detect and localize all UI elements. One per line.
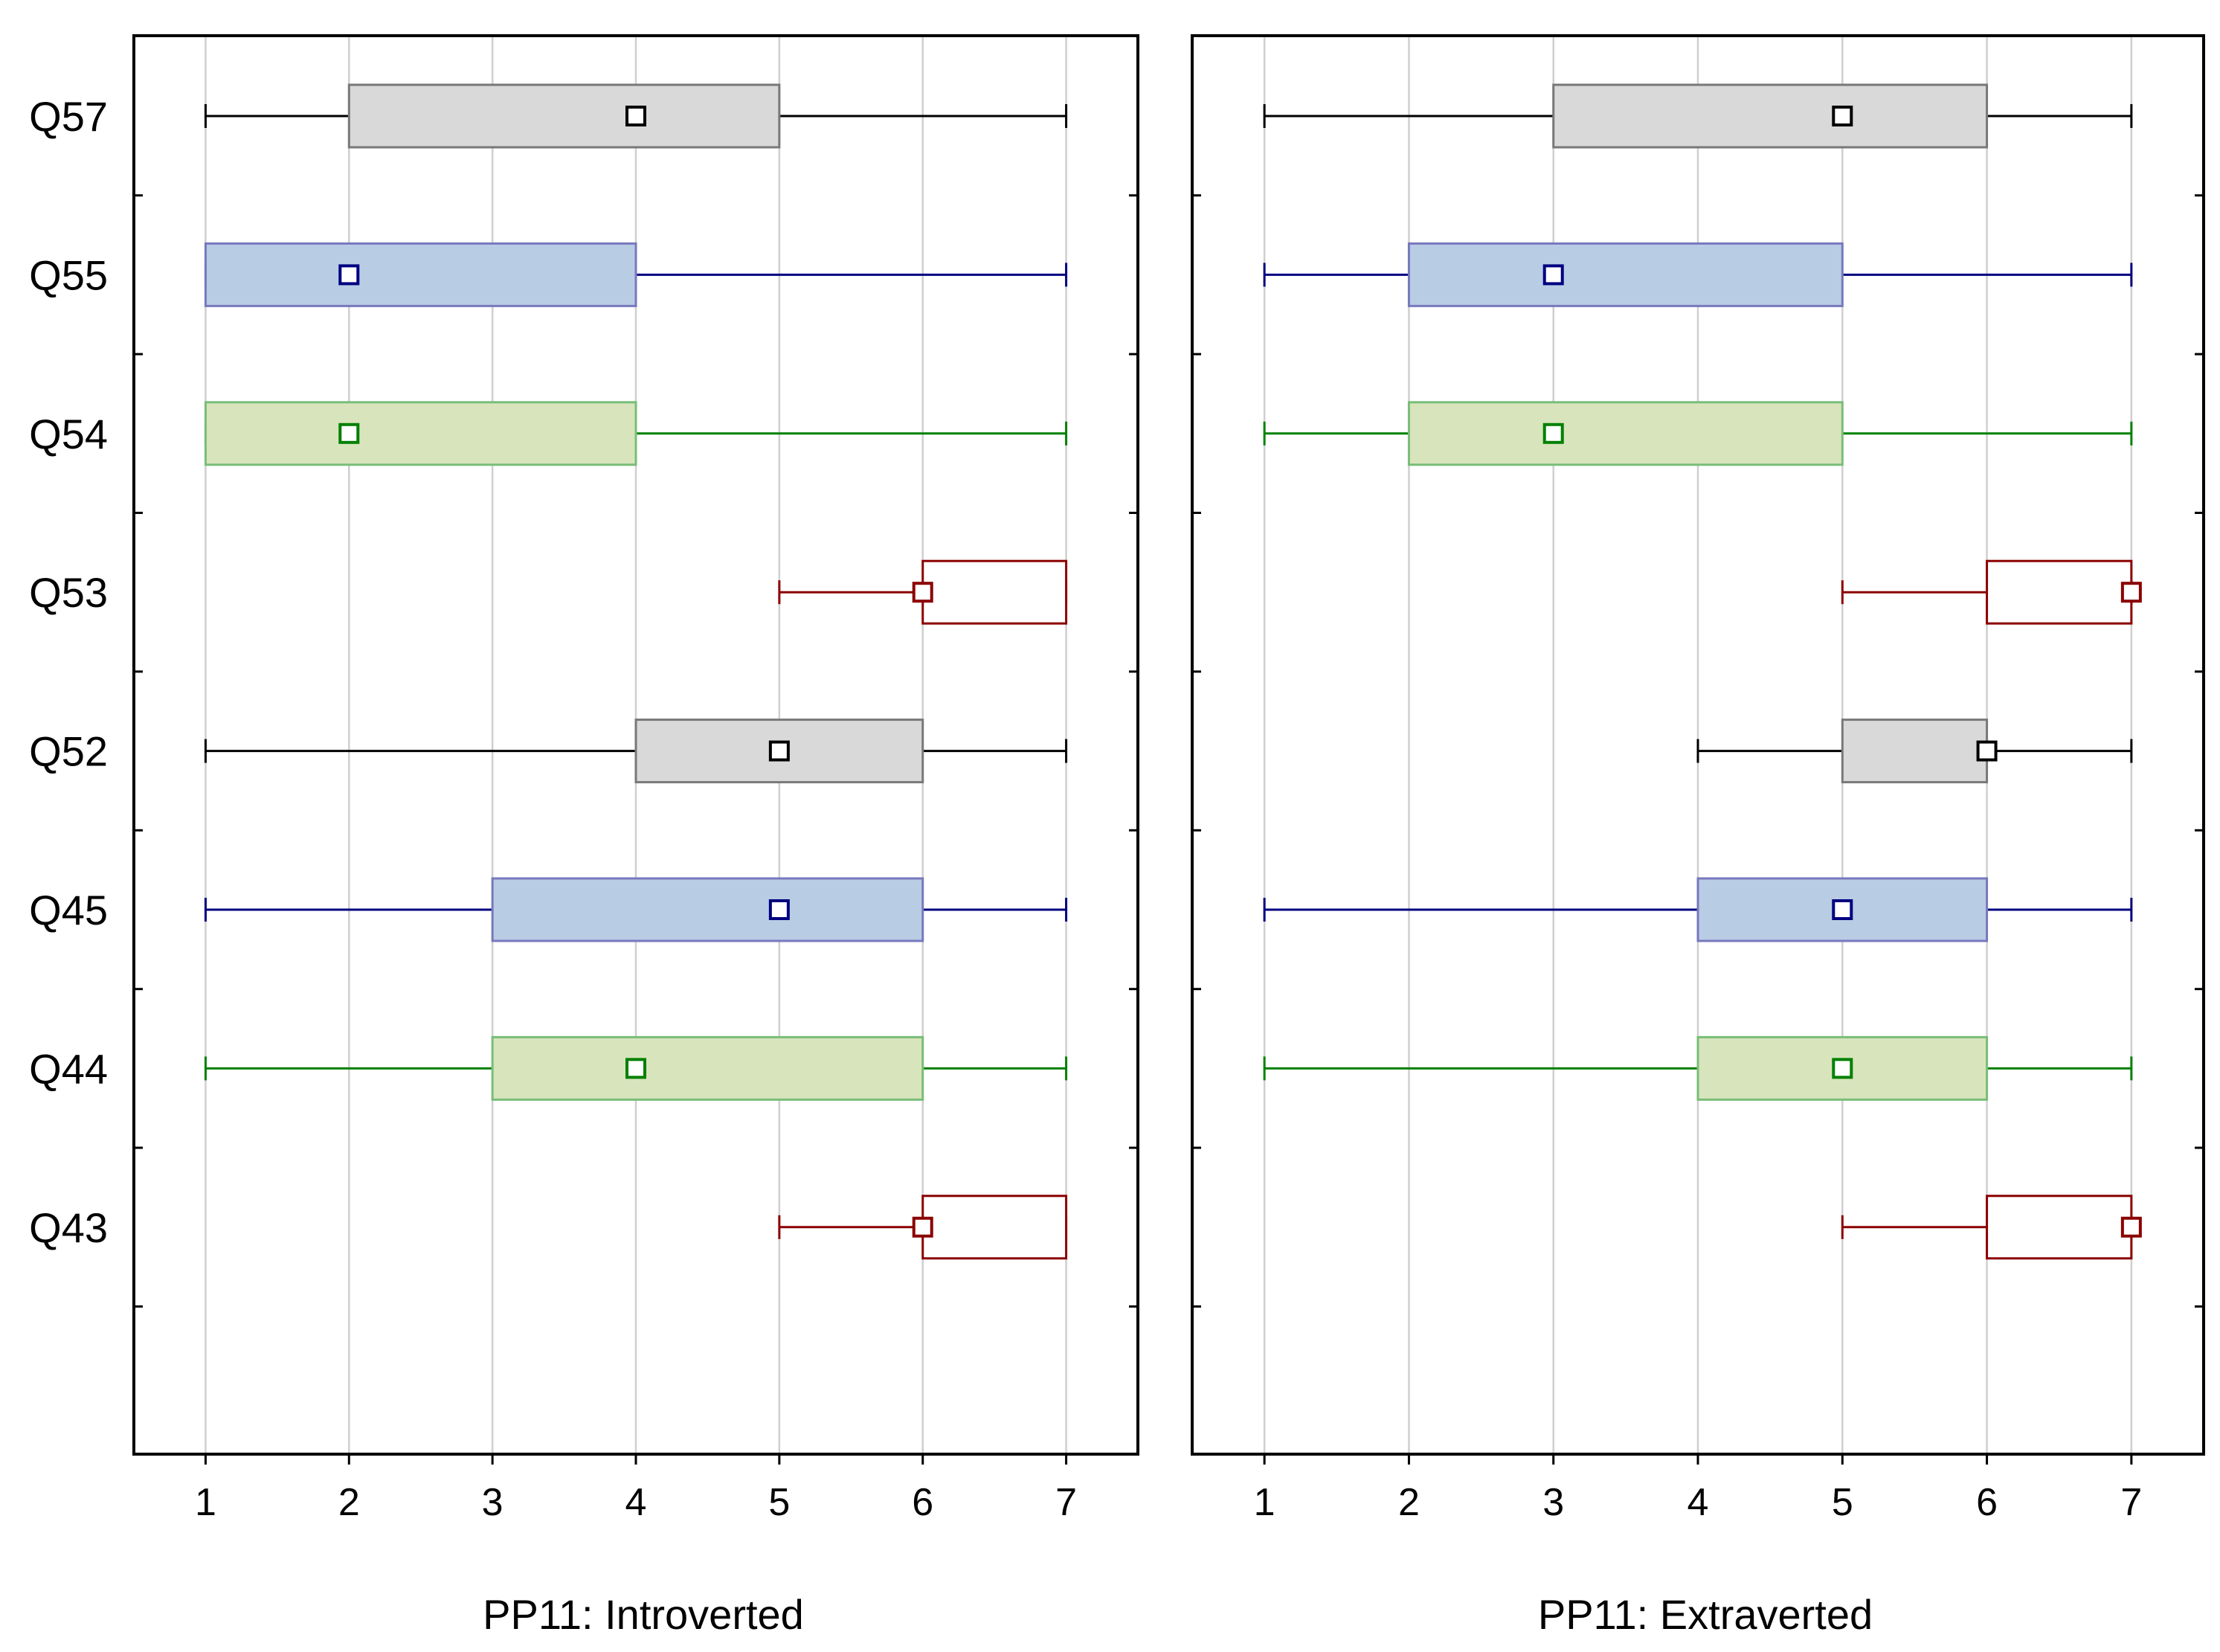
right-q55-median-marker (1542, 264, 1564, 286)
category-label-q45: Q45 (29, 887, 108, 933)
right-q57-box (1552, 83, 1989, 149)
right-q54-box (1407, 401, 1844, 466)
right-xtick-label-1: 1 (1254, 1481, 1275, 1524)
left-q54-box (204, 401, 637, 466)
left-q43-box (921, 1195, 1068, 1260)
left-q53-box (921, 559, 1068, 625)
right-xtick-label-5: 5 (1832, 1481, 1853, 1524)
right-q52-box (1841, 719, 1989, 784)
left-xtick-label-2: 2 (338, 1481, 360, 1524)
left-q53-median-marker (912, 582, 933, 603)
category-label-q43: Q43 (29, 1204, 108, 1251)
left-xtick-label-1: 1 (195, 1481, 216, 1524)
left-q43-median-marker (912, 1216, 933, 1238)
left-xtick-label-3: 3 (482, 1481, 503, 1524)
right-xtick-label-2: 2 (1398, 1481, 1420, 1524)
right-q44-median-marker (1832, 1058, 1853, 1079)
left-xtick-label-4: 4 (625, 1481, 647, 1524)
right-q43-median-marker (2120, 1216, 2142, 1238)
right-q45-median-marker (1832, 899, 1853, 920)
left-q55-median-marker (338, 264, 360, 286)
category-label-q54: Q54 (29, 411, 108, 457)
left-xtick-label-5: 5 (768, 1481, 790, 1524)
left-q57-box (347, 83, 781, 149)
left-q44-box (491, 1035, 924, 1101)
category-label-q52: Q52 (29, 728, 108, 775)
right-xtick-label-3: 3 (1542, 1481, 1564, 1524)
category-label-q55: Q55 (29, 251, 108, 298)
right-x-axis-label: PP11: Extraverted (1538, 1591, 1873, 1638)
left-xtick-label-6: 6 (912, 1481, 933, 1524)
right-xtick-label-7: 7 (2120, 1481, 2142, 1524)
right-q54-median-marker (1542, 422, 1564, 444)
left-q54-median-marker (338, 422, 360, 444)
left-q52-median-marker (768, 740, 790, 762)
right-xtick-label-4: 4 (1687, 1481, 1709, 1524)
right-q57-median-marker (1832, 106, 1853, 126)
left-q57-median-marker (625, 106, 646, 126)
category-label-q57: Q57 (29, 93, 108, 140)
left-q45-median-marker (768, 899, 790, 920)
right-q43-box (1986, 1195, 2133, 1260)
left-x-axis-label: PP11: Introverted (483, 1591, 804, 1638)
category-label-q44: Q44 (29, 1045, 108, 1092)
category-label-q53: Q53 (29, 569, 108, 616)
left-xtick-label-7: 7 (1055, 1481, 1077, 1524)
left-q45-box (491, 877, 924, 942)
right-q55-box (1407, 242, 1844, 307)
left-q44-median-marker (625, 1058, 646, 1079)
right-xtick-label-6: 6 (1976, 1481, 1998, 1524)
right-q53-box (1986, 559, 2133, 625)
right-q52-median-marker (1976, 740, 1998, 762)
right-q53-median-marker (2120, 582, 2142, 603)
left-q55-box (204, 242, 637, 307)
